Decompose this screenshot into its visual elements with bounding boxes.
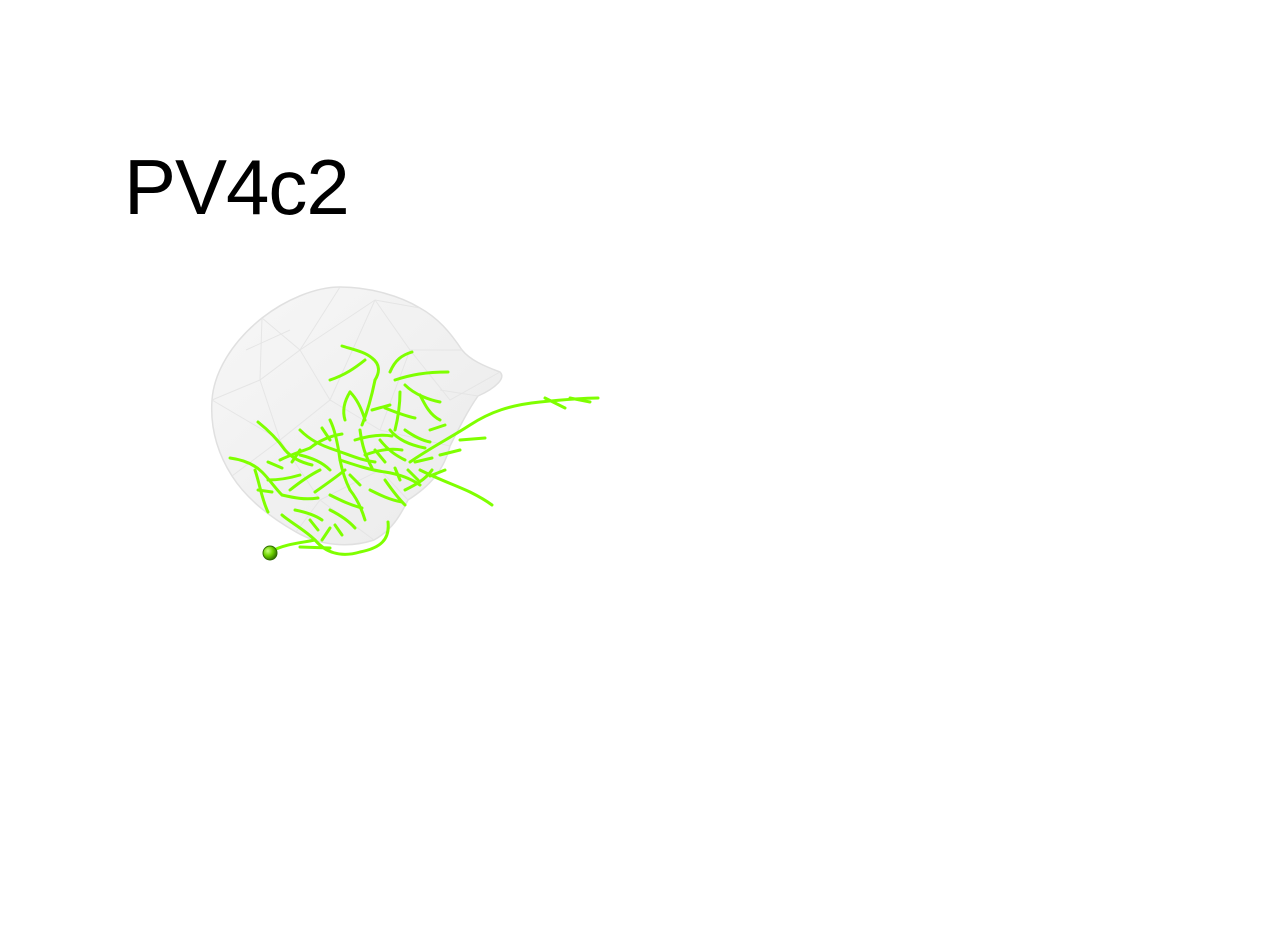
soma-sphere-icon bbox=[262, 545, 278, 561]
neuron-arbor bbox=[228, 344, 600, 556]
neuropil-mesh bbox=[210, 286, 503, 546]
neuron-title: PV4c2 bbox=[124, 143, 350, 231]
